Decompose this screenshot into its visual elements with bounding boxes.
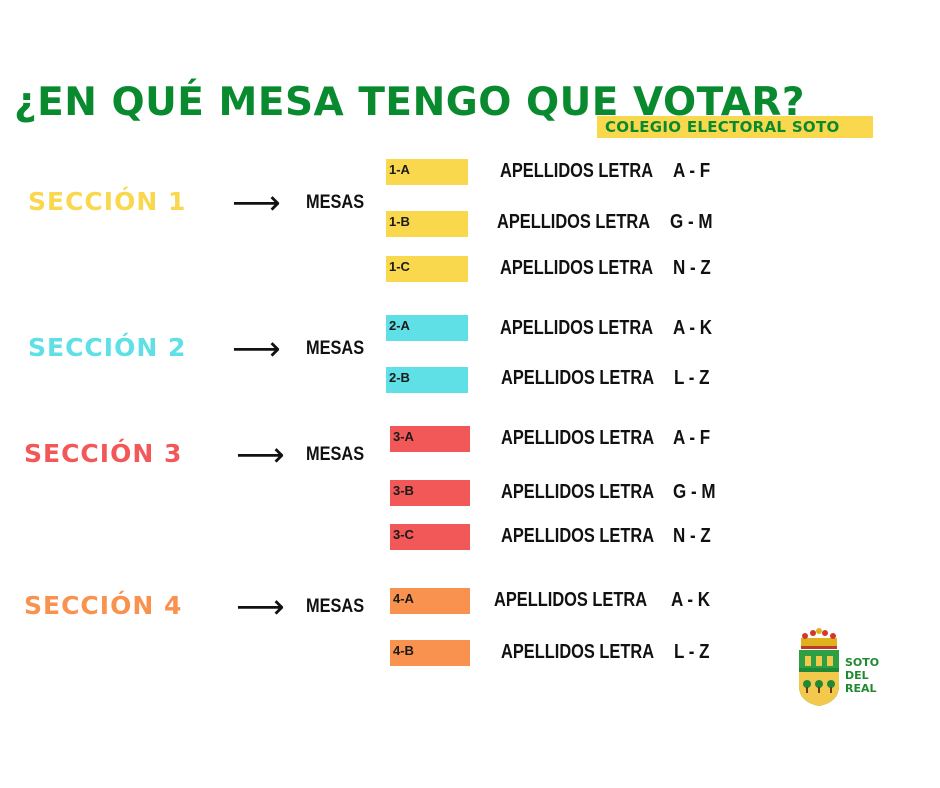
mesa-3a-box: 3-A xyxy=(390,426,470,452)
mesa-1c-box: 1-C xyxy=(386,256,468,282)
right-arrow-icon: ⟶ xyxy=(232,329,281,369)
mesas-label: MESAS xyxy=(306,192,365,213)
range-4b: L - Z xyxy=(674,641,710,663)
mesa-2b-box: 2-B xyxy=(386,367,468,393)
range-4a: A - K xyxy=(671,589,711,611)
mesas-label: MESAS xyxy=(306,338,365,359)
apellidos-2a: APELLIDOS LETRA xyxy=(500,317,654,339)
logo-text-real: REAL xyxy=(845,682,877,695)
range-3b: G - M xyxy=(673,481,716,503)
mesas-label: MESAS xyxy=(306,444,365,465)
section-1-label: SECCIÓN 1 xyxy=(28,187,187,216)
range-1a: A - F xyxy=(673,160,711,182)
section-3-label: SECCIÓN 3 xyxy=(24,439,183,468)
subtitle-badge: COLEGIO ELECTORAL SOTO xyxy=(597,116,873,138)
mesa-4a-box: 4-A xyxy=(390,588,470,614)
apellidos-3a: APELLIDOS LETRA xyxy=(501,427,655,449)
mesa-1b-box: 1-B xyxy=(386,211,468,237)
apellidos-1b: APELLIDOS LETRA xyxy=(497,211,651,233)
apellidos-4b: APELLIDOS LETRA xyxy=(501,641,655,663)
right-arrow-icon: ⟶ xyxy=(232,183,281,223)
range-2b: L - Z xyxy=(674,367,710,389)
range-3a: A - F xyxy=(673,427,711,449)
logo-text-del: DEL xyxy=(845,669,869,682)
apellidos-1a: APELLIDOS LETRA xyxy=(500,160,654,182)
apellidos-3c: APELLIDOS LETRA xyxy=(501,525,655,547)
mesa-2a-box: 2-A xyxy=(386,315,468,341)
mesa-4b-box: 4-B xyxy=(390,640,470,666)
logo-text-soto: SOTO xyxy=(845,656,880,669)
range-1c: N - Z xyxy=(673,257,711,279)
right-arrow-icon: ⟶ xyxy=(236,587,285,627)
mesas-label: MESAS xyxy=(306,596,365,617)
mesa-3b-box: 3-B xyxy=(390,480,470,506)
range-2a: A - K xyxy=(673,317,713,339)
mesa-3c-box: 3-C xyxy=(390,524,470,550)
apellidos-2b: APELLIDOS LETRA xyxy=(501,367,655,389)
range-3c: N - Z xyxy=(673,525,711,547)
apellidos-1c: APELLIDOS LETRA xyxy=(500,257,654,279)
right-arrow-icon: ⟶ xyxy=(236,435,285,475)
section-4-label: SECCIÓN 4 xyxy=(24,591,183,620)
section-2-label: SECCIÓN 2 xyxy=(28,333,187,362)
range-1b: G - M xyxy=(670,211,713,233)
apellidos-3b: APELLIDOS LETRA xyxy=(501,481,655,503)
apellidos-4a: APELLIDOS LETRA xyxy=(494,589,648,611)
coat-of-arms-icon xyxy=(799,628,839,706)
mesa-1a-box: 1-A xyxy=(386,159,468,185)
